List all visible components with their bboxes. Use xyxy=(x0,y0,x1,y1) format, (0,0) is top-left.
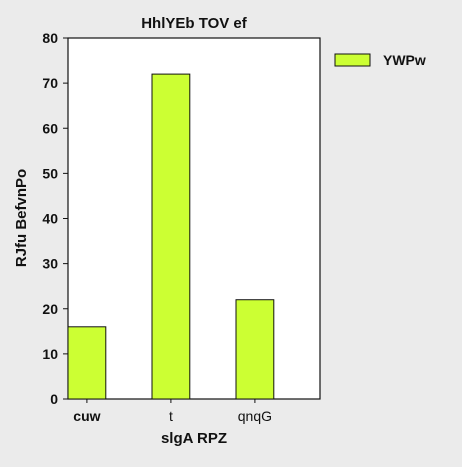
y-tick-label: 80 xyxy=(42,30,58,46)
y-tick-label: 30 xyxy=(42,256,58,272)
y-tick-label: 10 xyxy=(42,346,58,362)
bar-series xyxy=(67,73,275,400)
x-tick-label: t xyxy=(169,408,173,424)
bar-cuw xyxy=(67,326,107,400)
chart-title: HhlYEb TOV ef xyxy=(141,15,248,32)
legend: YWPw xyxy=(334,52,426,68)
plot-area xyxy=(67,37,321,400)
bar-qnqG xyxy=(235,299,275,400)
x-tick-label: qnqG xyxy=(238,408,272,424)
legend-label: YWPw xyxy=(383,52,426,68)
y-axis-label: RJfu BefvnPo xyxy=(13,169,30,267)
bar-t xyxy=(151,73,191,400)
y-tick-label: 50 xyxy=(42,165,58,181)
y-tick-label: 0 xyxy=(50,391,58,407)
y-axis: 0 10 20 30 40 50 60 70 80 xyxy=(42,30,68,407)
x-axis-label: slgA RPZ xyxy=(161,430,227,447)
y-tick-label: 40 xyxy=(42,211,58,227)
y-tick-label: 60 xyxy=(42,120,58,136)
y-tick-label: 20 xyxy=(42,301,58,317)
x-tick-label: cuw xyxy=(73,408,100,424)
legend-swatch xyxy=(334,53,371,67)
y-tick-label: 70 xyxy=(42,75,58,91)
x-axis: cuw t qnqG xyxy=(73,399,272,424)
